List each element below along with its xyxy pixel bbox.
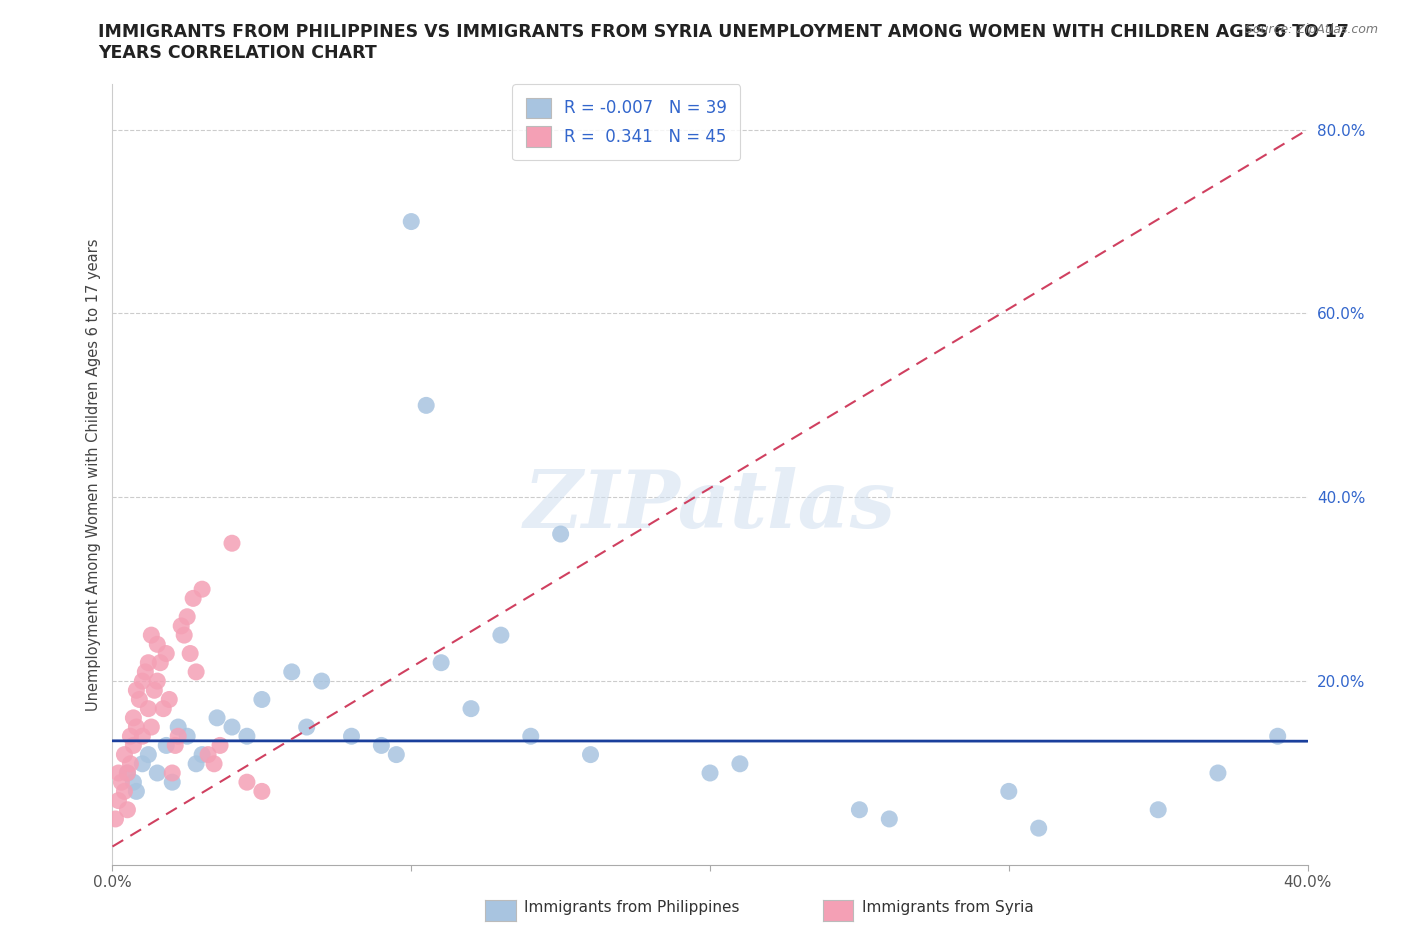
Point <box>281 664 304 679</box>
Y-axis label: Unemployment Among Women with Children Ages 6 to 17 years: Unemployment Among Women with Children A… <box>86 238 101 711</box>
Point <box>146 673 169 688</box>
Point <box>125 784 148 799</box>
Point <box>141 720 163 735</box>
Point <box>131 673 153 688</box>
Point <box>120 729 142 744</box>
Point <box>125 720 148 735</box>
Text: Source: ZipAtlas.com: Source: ZipAtlas.com <box>1244 23 1378 36</box>
Point <box>143 683 166 698</box>
Text: ZIPatlas: ZIPatlas <box>524 467 896 544</box>
Point <box>138 701 160 716</box>
Point <box>141 628 163 643</box>
Point <box>114 784 135 799</box>
Point <box>401 214 423 229</box>
Point <box>104 812 127 827</box>
Text: Immigrants from Philippines: Immigrants from Philippines <box>524 900 740 915</box>
Point <box>138 747 160 762</box>
Point <box>998 784 1021 799</box>
Text: YEARS CORRELATION CHART: YEARS CORRELATION CHART <box>98 44 377 61</box>
Point <box>117 765 139 780</box>
Point <box>460 701 482 716</box>
Point <box>191 582 214 597</box>
Point <box>186 756 208 771</box>
Point <box>1147 803 1170 817</box>
Point <box>149 656 172 671</box>
Point <box>221 720 243 735</box>
Point <box>489 628 512 643</box>
Point <box>430 656 453 671</box>
Text: IMMIGRANTS FROM PHILIPPINES VS IMMIGRANTS FROM SYRIA UNEMPLOYMENT AMONG WOMEN WI: IMMIGRANTS FROM PHILIPPINES VS IMMIGRANT… <box>98 23 1350 41</box>
Point <box>107 793 129 808</box>
Point <box>879 812 901 827</box>
Point <box>146 765 169 780</box>
Point <box>197 747 219 762</box>
Point <box>236 775 259 790</box>
Point <box>848 803 870 817</box>
Point <box>179 646 201 661</box>
Point <box>173 628 195 643</box>
Point <box>370 738 392 753</box>
Point <box>110 775 132 790</box>
Point <box>205 711 228 725</box>
Point <box>1206 765 1229 780</box>
Point <box>131 729 153 744</box>
Point <box>311 673 333 688</box>
Point <box>152 701 174 716</box>
Point <box>181 591 204 605</box>
Point <box>221 536 243 551</box>
Point <box>550 526 572 541</box>
Legend: R = -0.007   N = 39, R =  0.341   N = 45: R = -0.007 N = 39, R = 0.341 N = 45 <box>512 85 741 160</box>
Point <box>107 765 129 780</box>
Point <box>1028 820 1050 835</box>
Point <box>162 765 183 780</box>
Point <box>340 729 363 744</box>
Point <box>209 738 232 753</box>
Point <box>134 664 156 679</box>
Point <box>1267 729 1289 744</box>
Point <box>385 747 408 762</box>
Point <box>579 747 602 762</box>
Point <box>186 664 208 679</box>
Point <box>202 756 225 771</box>
Point <box>117 803 139 817</box>
Point <box>170 618 193 633</box>
Point <box>122 775 145 790</box>
Point <box>176 609 198 624</box>
Point <box>250 692 273 707</box>
Point <box>114 747 135 762</box>
Point <box>131 756 153 771</box>
Point <box>295 720 318 735</box>
Point <box>146 637 169 652</box>
Point <box>138 656 160 671</box>
Point <box>167 729 190 744</box>
Point <box>699 765 721 780</box>
Point <box>728 756 751 771</box>
Point <box>167 720 190 735</box>
Point <box>122 738 145 753</box>
Point <box>157 692 180 707</box>
Point <box>415 398 437 413</box>
Point <box>128 692 150 707</box>
Point <box>162 775 183 790</box>
Text: Immigrants from Syria: Immigrants from Syria <box>862 900 1033 915</box>
Point <box>520 729 543 744</box>
Point <box>120 756 142 771</box>
Point <box>176 729 198 744</box>
Point <box>125 683 148 698</box>
Point <box>155 738 177 753</box>
Point <box>122 711 145 725</box>
Point <box>250 784 273 799</box>
Point <box>155 646 177 661</box>
Point <box>117 765 139 780</box>
Point <box>236 729 259 744</box>
Point <box>165 738 187 753</box>
Point <box>191 747 214 762</box>
